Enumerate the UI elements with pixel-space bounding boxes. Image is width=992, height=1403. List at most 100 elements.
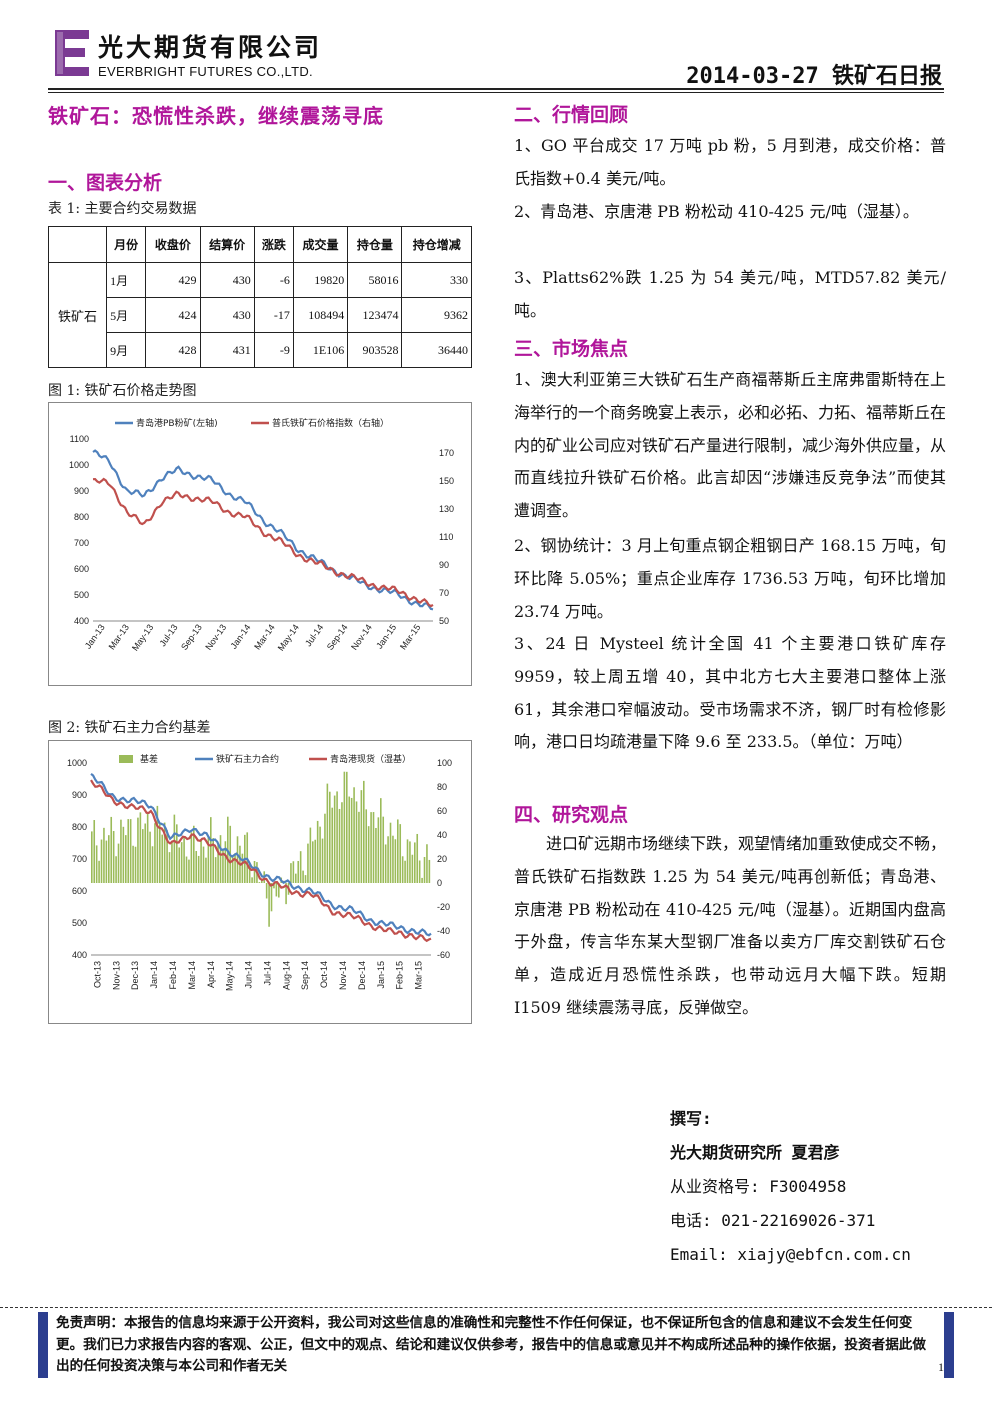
basis-bar [205,857,207,883]
x-axis-tick-label: Jun-14 [244,961,254,989]
basis-bar [127,819,130,883]
basis-bar [392,835,394,883]
basis-bar [171,840,173,883]
x-axis-tick-label: Nov-13 [203,622,228,652]
x-axis-tick-label: Jul-13 [157,622,179,648]
right-axis-tick-label: 130 [439,504,454,514]
basis-bar [423,857,426,883]
legend-label: 青岛港PB粉矿(左轴) [136,417,218,429]
legend-label: 普氏铁矿石价格指数（右轴） [272,417,389,429]
basis-bar [302,870,304,883]
x-axis-tick-label: Nov-13 [111,961,121,990]
basis-bar [406,839,409,883]
basis-bar [103,827,105,883]
table-header-row: 月份 收盘价 结算价 涨跌 成交量 持仓量 持仓增减 [47,226,472,263]
legend-label: 铁矿石主力合约 [216,753,279,765]
table-cell: -17 [253,297,294,333]
basis-bar [365,809,368,883]
basis-bar [125,835,127,883]
basis-bar [319,826,321,883]
basis-bar [105,840,108,883]
company-logo-icon [55,30,89,76]
right-axis-tick-label: -60 [437,950,450,960]
basis-bar [314,839,317,883]
basis-bar [295,873,297,883]
table-header-cell: 结算价 [199,226,255,263]
market-focus-item-1: 1、澳大利亚第三大铁矿石生产商福蒂斯丘主席弗雷斯特在上海举行的一个商务晚宴上表示… [514,370,947,521]
basis-bar [370,812,372,883]
table-header-cell: 持仓量 [347,226,403,263]
table-header-cell [47,226,108,263]
basis-bar [372,812,375,883]
basis-bar [409,841,411,883]
left-axis-tick-label: 700 [72,854,87,864]
basis-bar [122,826,125,883]
table-header-cell: 月份 [106,226,147,263]
x-axis-tick-label: Mar-13 [107,622,132,651]
basis-bar [234,853,236,883]
left-axis-tick-label: 1000 [69,460,89,470]
x-axis-tick-label: Mar-15 [398,622,423,651]
table-cell: 430 [199,297,255,333]
basis-bar [183,836,185,883]
basis-bar [168,852,171,883]
basis-bar [166,830,168,883]
x-axis-tick-label: Sep-14 [300,961,310,990]
basis-bar [416,833,419,883]
basis-bar [241,853,244,883]
basis-chart: 400 500 600 700 800 900 1000 -60 -40 -20 0 20 40 60 80… [48,740,472,1024]
basis-bar [428,859,431,883]
basis-bar [154,823,156,883]
basis-bar [338,808,341,883]
x-axis-tick-label: Sep-13 [179,622,204,652]
basis-bar [185,856,188,883]
basis-bar [333,795,336,883]
basis-bar [217,842,219,883]
basis-bar [292,861,295,883]
basis-bar [98,860,100,883]
basis-bar [144,823,147,883]
market-review-item-1: 1、GO 平台成交 17 万吨 pb 粉，5 月到港，成交价格：普氏指数+0.4… [514,136,946,188]
left-axis-tick-label: 900 [74,486,89,496]
basis-bar [156,805,159,883]
right-axis-tick-label: 0 [437,878,442,888]
table-cell: 108494 [292,297,349,333]
basis-bar [95,845,98,883]
basis-bar [197,855,200,883]
report-title: 2014-03-27 铁矿石日报 [686,64,942,89]
basis-bar [360,790,363,883]
basis-bar [149,831,151,883]
basis-bar [151,846,154,883]
basis-bar [384,844,387,883]
basis-bar [367,826,370,883]
x-axis-tick-label: Nov-14 [338,961,348,990]
table-cell: 1月 [106,262,147,298]
x-axis-tick-label: Jan-14 [229,622,253,650]
basis-bar [210,817,212,883]
header-divider-thin [48,92,944,93]
basis-bar [343,771,346,883]
legend-swatch [119,755,133,763]
figure1-caption: 图 1: 铁矿石价格走势图 [48,383,197,399]
table-cell: 903528 [347,332,403,368]
right-axis-tick-label: 170 [439,448,454,458]
basis-bar [161,834,164,883]
basis-bar [426,844,428,883]
basis-bar [129,819,132,883]
left-axis-tick-label: 1100 [70,434,89,444]
table-row-label: 铁矿石 [47,262,108,368]
series-line [90,779,432,943]
x-axis-tick-label: Jan-15 [376,961,386,989]
table-row: 9月 428 431 -9 1E106 903528 36440 [49,332,472,368]
basis-bar [329,791,331,883]
left-axis-tick-label: 400 [72,950,87,960]
basis-bar [163,822,166,883]
x-axis-tick-label: Mar-15 [414,961,424,990]
basis-bar [110,816,113,883]
figure2-caption: 图 2: 铁矿石主力合约基差 [48,720,211,736]
basis-bar [134,846,137,883]
table-header-cell: 成交量 [292,226,349,263]
basis-bar [132,845,134,883]
basis-bar [100,839,103,883]
basis-bar [290,863,292,883]
